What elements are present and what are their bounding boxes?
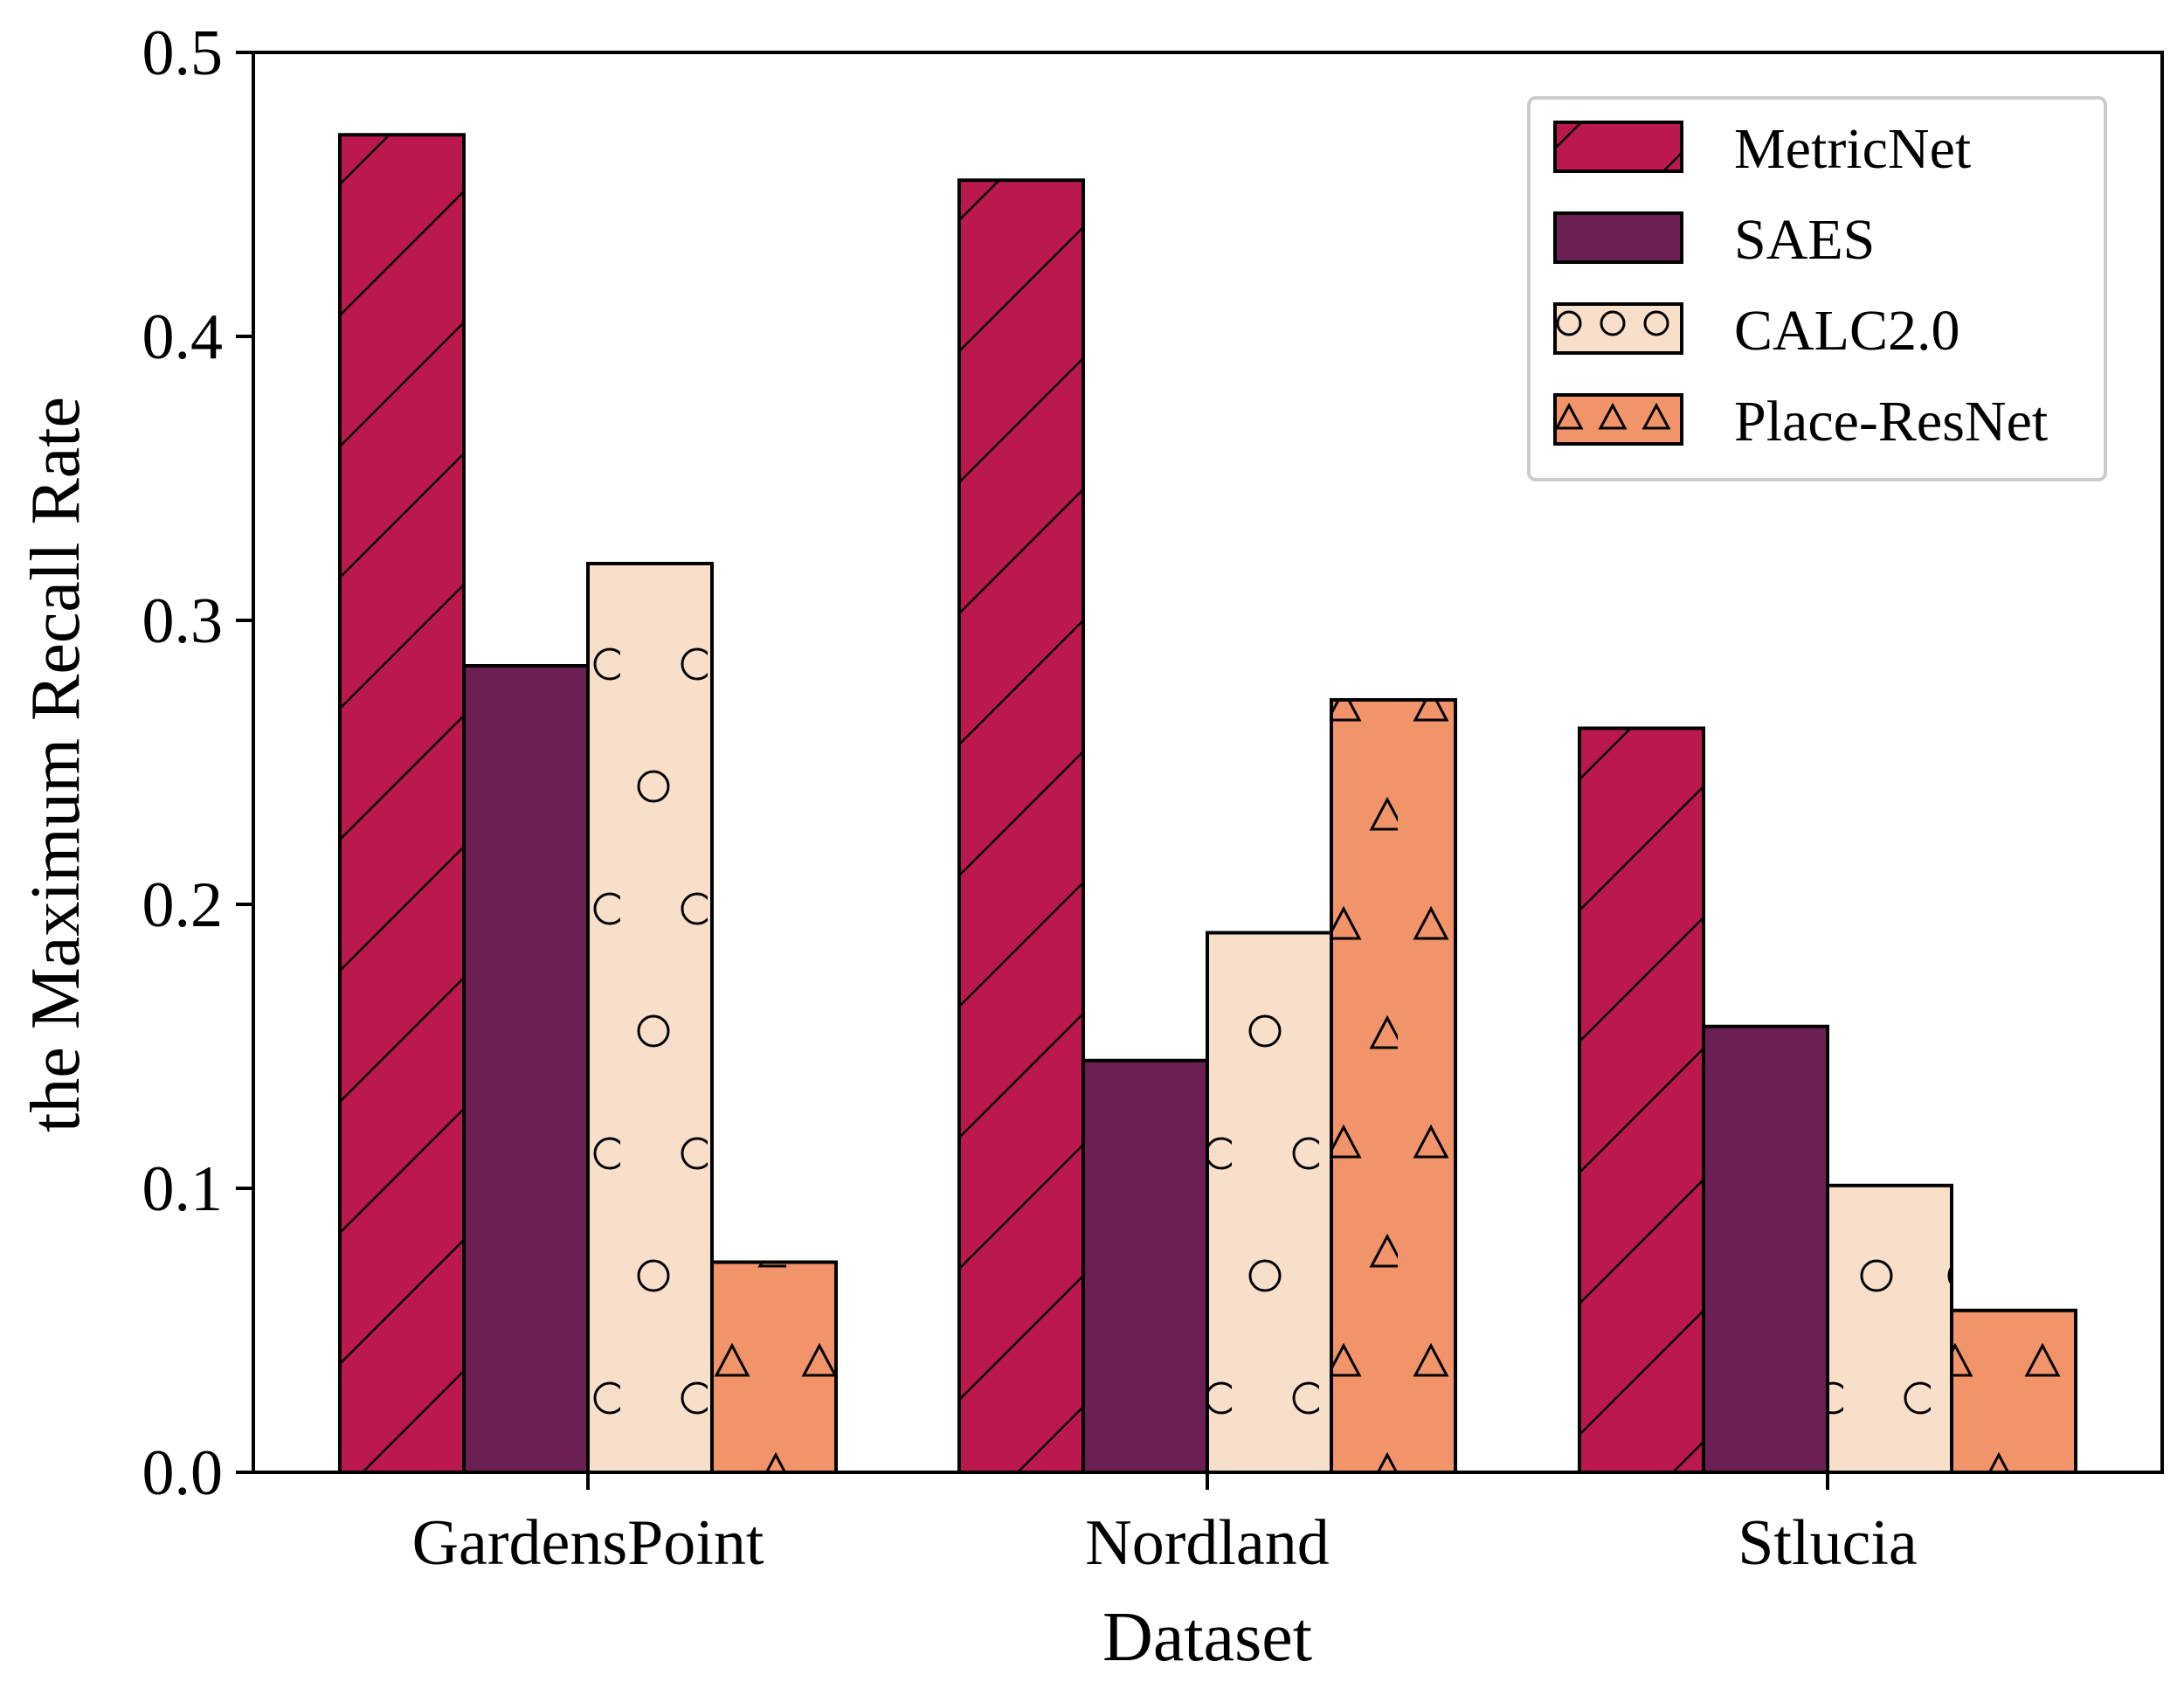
bar-saes-gardenspoint-fill	[464, 666, 588, 1472]
bar-place-resnet-gardenspoint	[710, 1260, 838, 1474]
bar-calc2-0-nordland	[1206, 931, 1333, 1474]
bar-place-resnet-stlucia-pattern	[1952, 1310, 2076, 1472]
legend-swatch-pattern	[1555, 395, 1682, 444]
bar-place-resnet-nordland-pattern	[1331, 700, 1455, 1472]
x-axis: GardensPoint Nordland Stlucia	[412, 1472, 1918, 1579]
bar-metricnet-gardenspoint-pattern	[340, 135, 464, 1472]
legend-item-place-resnet: Place-ResNet	[1553, 390, 2048, 453]
y-tick-label: 0.5	[142, 17, 224, 89]
legend-box	[1527, 96, 2107, 481]
x-tick-label-stlucia: Stlucia	[1738, 1507, 1918, 1579]
bar-saes-gardenspoint	[462, 664, 590, 1474]
bar-place-resnet-nordland	[1330, 698, 1457, 1474]
legend-swatch-outline	[1553, 302, 1683, 355]
y-tick-label: 0.1	[142, 1153, 224, 1225]
bar-saes-stlucia-fill	[1704, 1026, 1828, 1472]
legend-label-metricnet: MetricNet	[1734, 117, 1971, 181]
legend-swatch-pattern	[1555, 122, 1682, 171]
y-axis-title: the Maximum Recall Rate	[17, 397, 94, 1132]
x-tick-label-nordland: Nordland	[1085, 1507, 1330, 1579]
legend-swatch-outline	[1553, 393, 1683, 446]
y-tick-label: 0.3	[142, 585, 224, 657]
bar-metricnet-nordland	[957, 178, 1085, 1474]
bar-calc2-0-gardenspoint-pattern	[588, 564, 712, 1472]
legend-label-place-resnet: Place-ResNet	[1734, 390, 2048, 453]
bar-saes-nordland	[1082, 1058, 1209, 1474]
y-tick-label: 0.4	[142, 301, 224, 373]
bar-metricnet-stlucia	[1578, 726, 1705, 1474]
bar-calc2-0-stlucia-pattern	[1828, 1185, 1952, 1472]
y-axis: 0.0 0.1 0.2 0.3 0.4 0.5	[142, 17, 253, 1509]
legend-swatch-pattern	[1555, 304, 1682, 353]
bar-saes-nordland-fill	[1083, 1060, 1207, 1472]
bar-metricnet-nordland-pattern	[959, 180, 1083, 1472]
legend-swatch-saes	[1555, 213, 1682, 262]
bar-place-resnet-stlucia	[1950, 1308, 2077, 1474]
bar-calc2-0-gardenspoint	[586, 562, 714, 1474]
legend-swatch-outline	[1553, 211, 1683, 264]
legend-label-saes: SAES	[1734, 208, 1875, 272]
bar-saes-stlucia	[1702, 1024, 1829, 1474]
legend-swatch-outline	[1553, 121, 1683, 173]
bar-metricnet-stlucia-pattern	[1579, 728, 1704, 1472]
legend-item-metricnet: MetricNet	[1553, 117, 1971, 181]
legend-item-saes: SAES	[1553, 208, 1875, 272]
legend-label-calc2-0: CALC2.0	[1734, 299, 1960, 363]
legend: MetricNet SAES CALC2.0 Place-ResNet	[1527, 96, 2107, 481]
legend-item-calc2-0: CALC2.0	[1553, 299, 1960, 363]
x-axis-title: Dataset	[1102, 1599, 1312, 1676]
bar-calc2-0-stlucia	[1826, 1183, 1953, 1474]
y-tick-label: 0.2	[142, 869, 224, 941]
x-tick-label-gardenspoint: GardensPoint	[412, 1507, 764, 1579]
bar-calc2-0-nordland-pattern	[1207, 932, 1331, 1472]
bars-group	[338, 133, 2077, 1474]
bar-metricnet-gardenspoint	[338, 133, 466, 1474]
y-tick-label: 0.0	[142, 1437, 224, 1509]
bar-place-resnet-gardenspoint-pattern	[712, 1262, 836, 1472]
